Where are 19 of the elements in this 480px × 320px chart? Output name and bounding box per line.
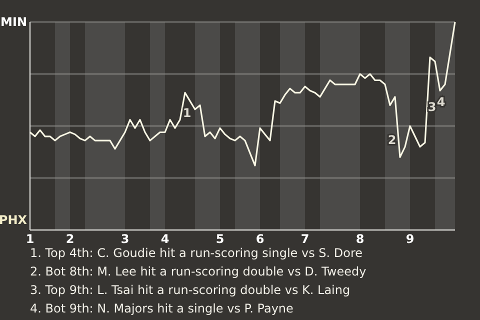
annotation: 3 (428, 100, 436, 114)
x-tick-label: 7 (300, 232, 310, 246)
x-tick-label: 3 (120, 232, 130, 246)
text: PHX (0, 213, 28, 228)
x-tick-label: 2 (66, 232, 74, 246)
text: 2. Bot 8th: M. Lee hit a run-scoring double vs D. Tweedy (30, 264, 366, 278)
x-tick-label: 1 (26, 232, 34, 246)
annotation: 4 (436, 95, 446, 110)
x-tick-label: 8 (356, 232, 364, 246)
text: 1. Top 4th: C. Goudie hit a run-scoring single vs S. Dore (30, 246, 363, 260)
x-tick-label: 9 (406, 232, 414, 246)
annotation: 1 (182, 106, 192, 120)
x-tick-label: 6 (256, 232, 264, 246)
x-tick-label: 5 (216, 232, 224, 246)
text: 4. Bot 9th: N. Majors hit a single vs P. Payne (30, 302, 294, 316)
annotation: 2 (388, 133, 396, 148)
text: 3. Top 9th: L. Tsai hit a run-scoring double vs K. Laing (30, 283, 350, 297)
x-tick-label: 4 (160, 232, 170, 246)
text: MIN (0, 15, 27, 30)
